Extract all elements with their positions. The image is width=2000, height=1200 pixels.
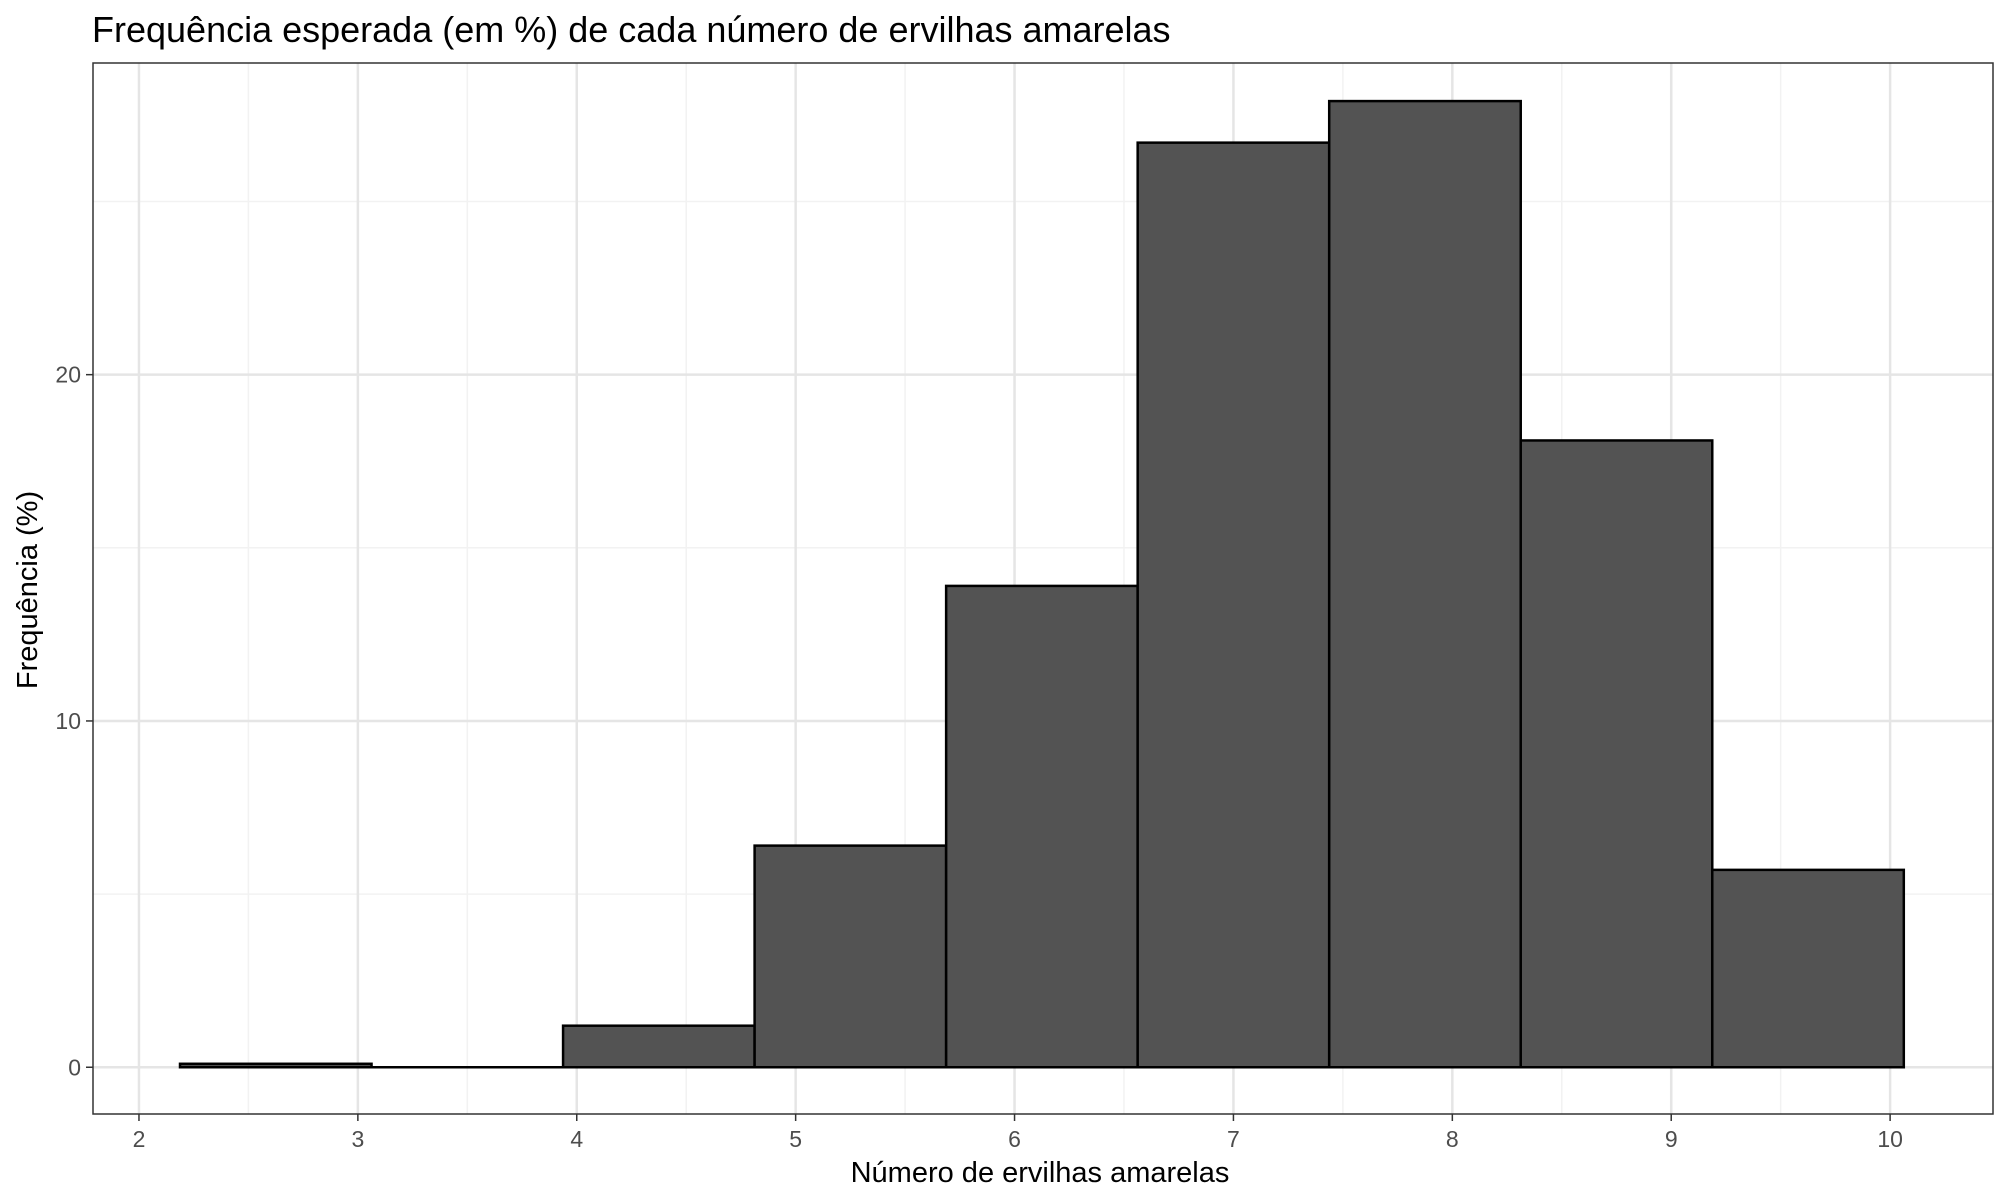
y-tick-label: 0 — [68, 1054, 81, 1080]
y-axis-title: Frequência (%) — [12, 491, 44, 689]
y-tick-label: 10 — [55, 708, 81, 734]
x-tick-label: 4 — [570, 1126, 583, 1152]
histogram-bar — [1519, 439, 1714, 1069]
bars — [178, 99, 1906, 1069]
panel-border — [92, 62, 1994, 1115]
x-axis-ticks: 2 3 4 5 6 7 8 9 10 — [133, 1114, 1903, 1152]
histogram-bar — [178, 1062, 373, 1069]
x-tick-label: 8 — [1446, 1126, 1459, 1152]
histogram-bar — [1327, 99, 1522, 1069]
histogram-bar — [561, 1024, 756, 1069]
histogram-bar — [753, 844, 948, 1069]
x-tick-label: 3 — [351, 1126, 364, 1152]
histogram-bar — [1136, 141, 1331, 1069]
x-tick-label: 9 — [1665, 1126, 1678, 1152]
x-tick-label: 10 — [1877, 1126, 1903, 1152]
chart-title: Frequência esperada (em %) de cada númer… — [92, 9, 1171, 50]
x-tick-label: 5 — [789, 1126, 802, 1152]
histogram-bar — [944, 584, 1139, 1069]
histogram-bar — [1711, 868, 1906, 1069]
x-tick-label: 2 — [133, 1126, 146, 1152]
x-tick-label: 6 — [1008, 1126, 1021, 1152]
y-tick-label: 20 — [55, 362, 81, 388]
x-tick-label: 7 — [1227, 1126, 1240, 1152]
x-axis-title: Número de ervilhas amarelas — [851, 1157, 1230, 1189]
y-axis-ticks: 0 10 20 — [55, 362, 93, 1080]
